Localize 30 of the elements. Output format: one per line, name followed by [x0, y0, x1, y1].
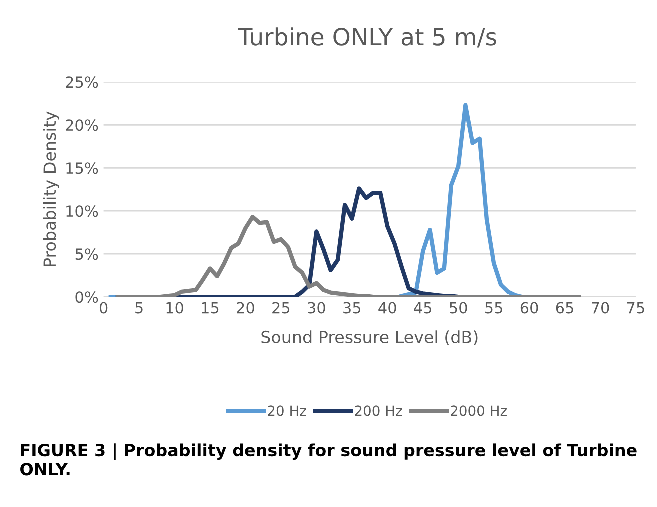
x-tick-label: 20 — [237, 302, 254, 314]
x-tick-label: 5 — [136, 302, 143, 314]
y-axis-title: Probability Density — [43, 112, 60, 266]
x-tick-label: 70 — [592, 302, 610, 314]
x-tick-label: 0 — [100, 302, 108, 314]
x-tick-label: 15 — [202, 302, 219, 314]
caption: FIGURE 3 | Probability density for sound pressure level of Turbine ONLY. — [20, 444, 637, 476]
x-axis-title: Sound Pressure Level (dB) — [262, 330, 478, 346]
y-tick-label: 5% — [76, 248, 98, 260]
x-tick-label: 10 — [166, 302, 184, 314]
x-tick-label: 50 — [450, 302, 468, 314]
x-tick-label: 30 — [308, 302, 326, 314]
x-tick-label: 45 — [414, 302, 432, 314]
x-tick-label: 60 — [520, 302, 538, 314]
x-tick-label: 35 — [344, 302, 361, 314]
line-series — [116, 215, 582, 298]
x-tick-label: 40 — [378, 302, 396, 314]
legend-label: 2000 Hz — [451, 406, 507, 416]
y-tick-label: 0% — [76, 292, 98, 304]
x-tick-label: 75 — [628, 302, 644, 314]
y-tick-label: 25% — [66, 76, 98, 88]
x-tick-label: 55 — [486, 302, 502, 314]
legend-label: 200 Hz — [355, 406, 402, 416]
legend-label: 20 Hz — [268, 406, 306, 416]
y-tick-label: 20% — [66, 120, 98, 132]
x-tick-label: 65 — [556, 302, 574, 314]
y-tick-label: 10% — [66, 206, 98, 218]
chart-title: Turbine ONLY at 5 m/s — [238, 28, 496, 48]
x-tick-label: 25 — [272, 302, 290, 314]
y-tick-label: 15% — [66, 162, 98, 174]
